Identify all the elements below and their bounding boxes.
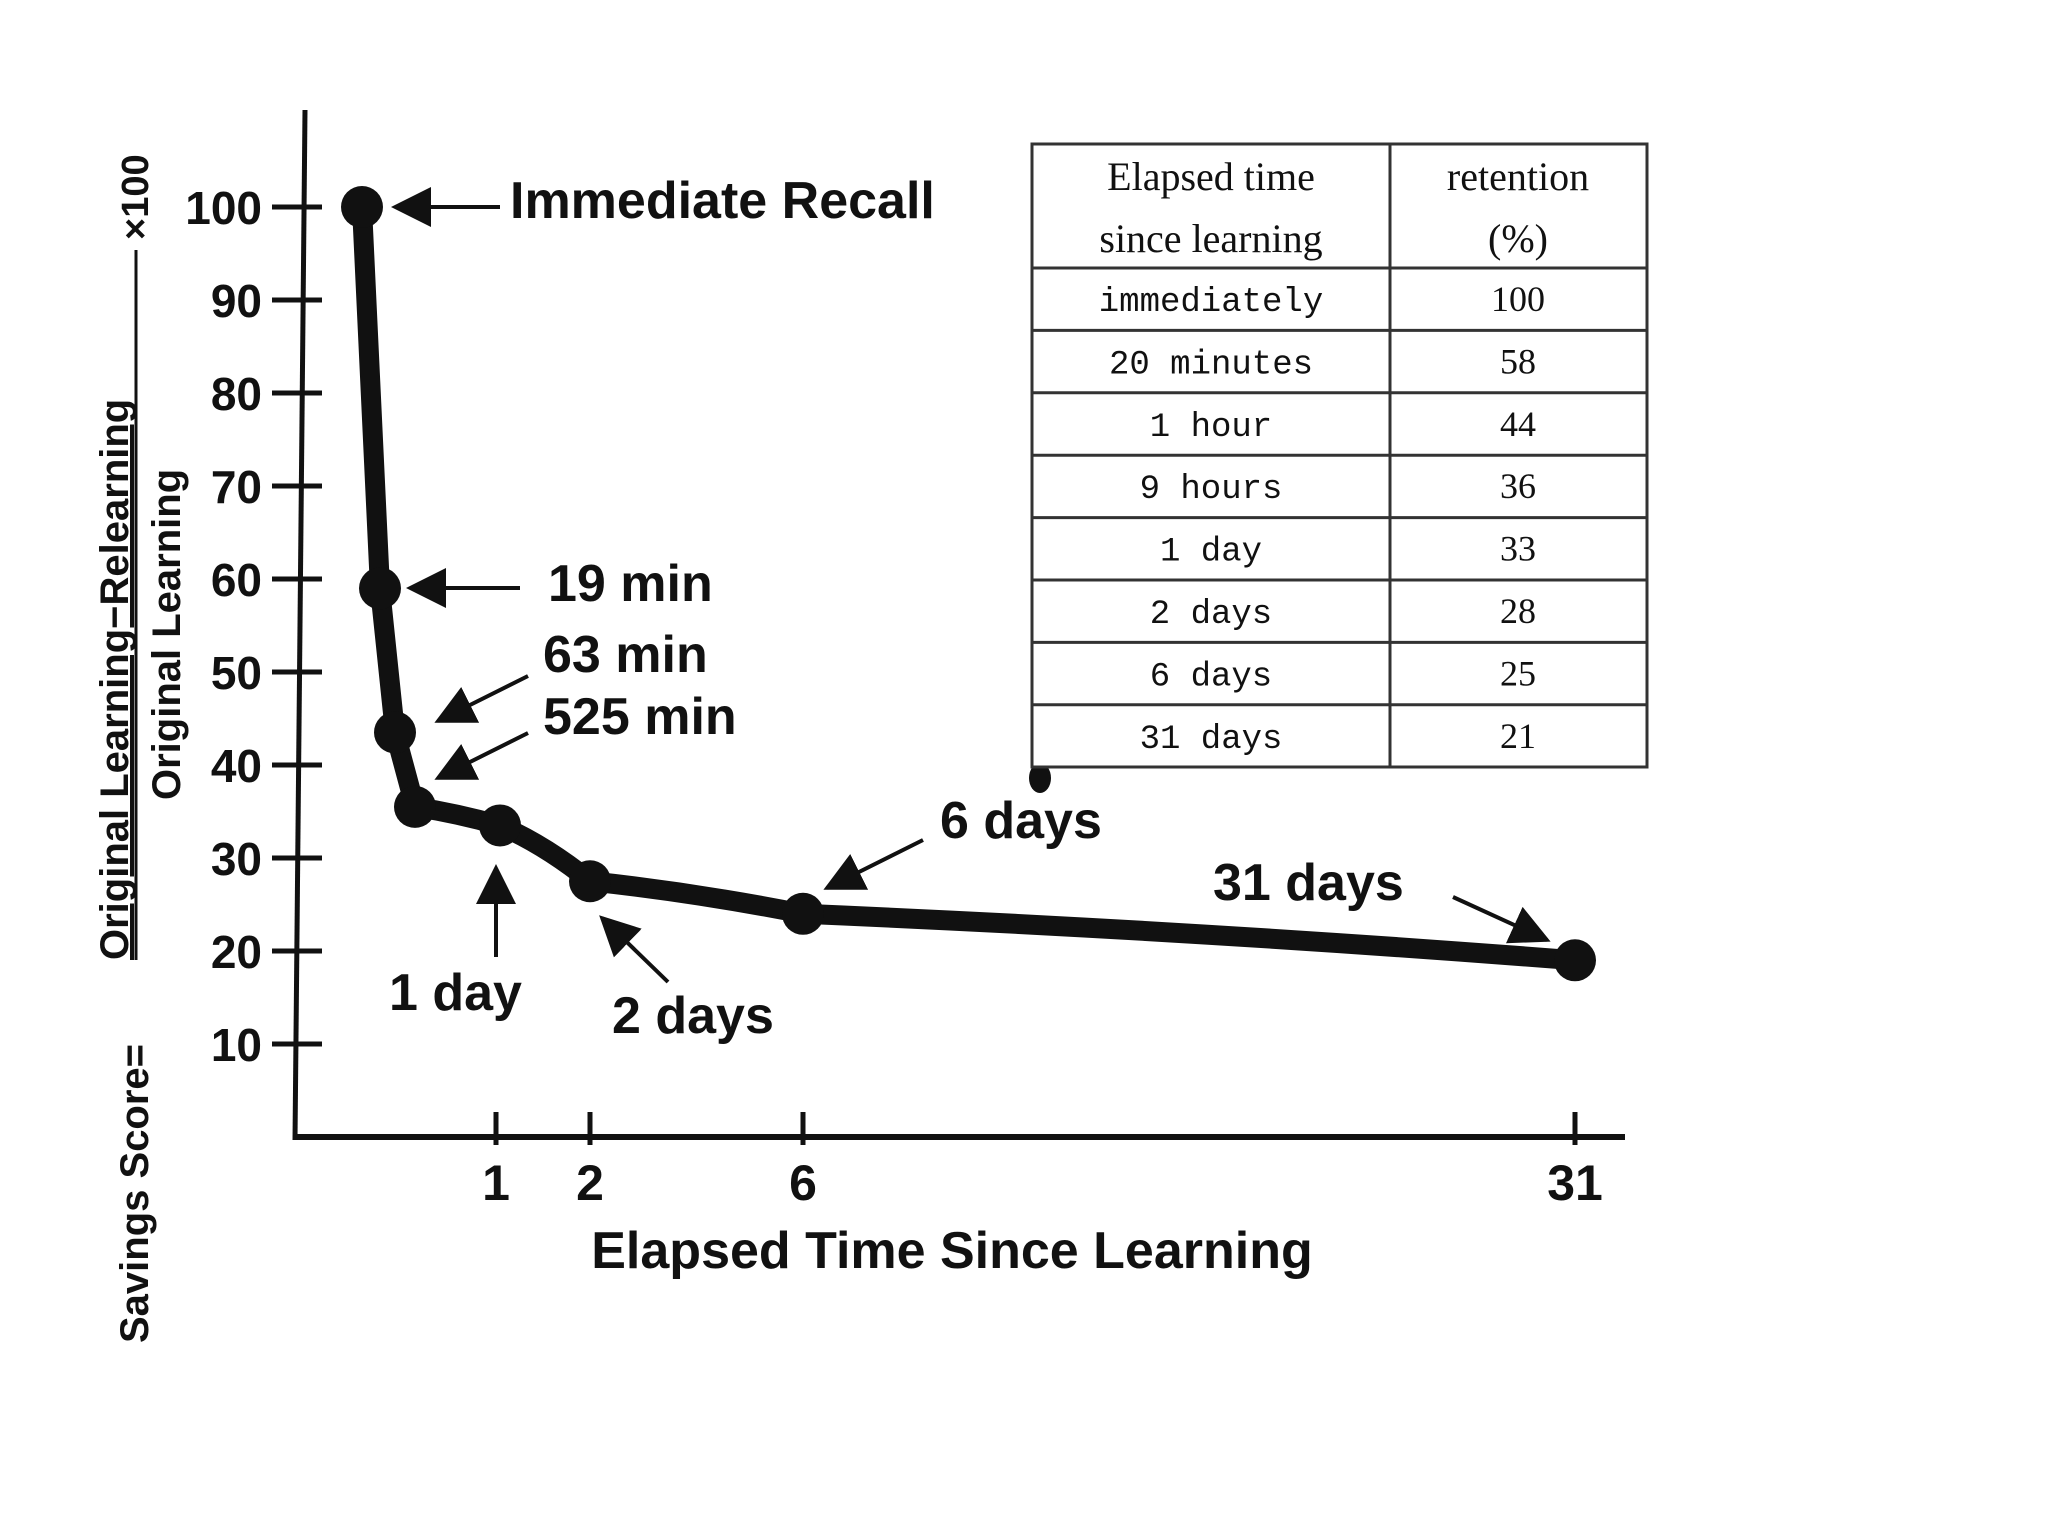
table-header-time-line1: Elapsed time	[1107, 154, 1315, 199]
annotation-arrow-6days	[823, 838, 924, 890]
y-tick-label: 80	[211, 368, 262, 420]
annotation-2-days: 2 days	[612, 987, 774, 1045]
table-cell-time: 31 days	[1140, 721, 1283, 759]
table-cell-time: 9 hours	[1140, 471, 1283, 509]
table-cell-retention: 58	[1500, 341, 1536, 381]
table-cell-time: 1 day	[1160, 534, 1262, 572]
data-point	[782, 892, 824, 935]
x-axis-ticks: 1 2 6 31	[482, 1112, 1603, 1211]
y-axis-label-prefix: Savings Score=	[113, 1044, 157, 1343]
annotation-6-days: 6 days	[940, 792, 1102, 850]
y-tick-label: 50	[211, 647, 262, 699]
retention-table: Elapsed time since learning retention (%…	[1030, 142, 1649, 769]
table-rows: immediately 100 20 minutes 58 1 hour 44 9 hour…	[1032, 279, 1647, 759]
annotation-arrow-63min	[434, 674, 529, 723]
y-axis-ticks: 10 20 30 40 50 60 70 80 90 100	[185, 182, 322, 1071]
table-cell-time: 6 days	[1150, 658, 1272, 696]
x-tick-label: 6	[789, 1155, 817, 1211]
series-points	[341, 186, 1596, 982]
x-axis-label: Elapsed Time Since Learning	[591, 1222, 1313, 1280]
table-cell-retention: 100	[1491, 279, 1545, 319]
table-header-retention-line1: retention	[1447, 154, 1589, 199]
annotation-31-days: 31 days	[1213, 854, 1404, 912]
data-point	[359, 567, 401, 610]
y-axis-label: Savings Score= Original Learning−Relearn…	[93, 154, 189, 1343]
table-cell-time: 1 hour	[1150, 409, 1272, 447]
stray-ink-dot	[1029, 763, 1051, 793]
x-tick-label: 31	[1547, 1155, 1603, 1211]
annotations: Immediate Recall 19 min 63 min 525 min 1…	[389, 172, 1551, 1045]
data-point	[479, 804, 521, 847]
data-point	[1554, 939, 1596, 982]
data-point	[394, 785, 436, 828]
annotation-arrow-525min	[434, 731, 529, 780]
y-tick-label: 30	[211, 833, 262, 885]
table-cell-time: 20 minutes	[1109, 346, 1313, 384]
y-axis-label-denominator: Original Learning	[145, 469, 189, 800]
table-cell-retention: 28	[1500, 591, 1536, 631]
y-tick-label: 10	[211, 1019, 262, 1071]
x-tick-label: 1	[482, 1155, 510, 1211]
x-tick-label: 2	[576, 1155, 604, 1211]
data-point	[341, 186, 383, 228]
y-axis-line	[292, 109, 308, 1141]
data-point	[374, 711, 416, 754]
table-cell-retention: 36	[1500, 466, 1536, 506]
table-cell-retention: 21	[1500, 716, 1536, 756]
table-cell-time: 2 days	[1150, 596, 1272, 634]
y-tick-label: 40	[211, 740, 262, 792]
table-cell-retention: 33	[1500, 529, 1536, 569]
annotation-arrow-2days	[599, 915, 670, 984]
y-tick-label: 100	[185, 182, 262, 234]
annotation-immediate-recall: Immediate Recall	[510, 172, 935, 230]
table-header-retention-line2: (%)	[1488, 216, 1548, 261]
data-point	[569, 860, 611, 903]
table-cell-time: immediately	[1099, 284, 1323, 322]
y-tick-label: 70	[211, 461, 262, 513]
annotation-1-day: 1 day	[389, 964, 522, 1022]
annotation-63-min: 63 min	[543, 626, 708, 684]
annotation-arrow-31days	[1452, 895, 1551, 944]
table-header-time-line2: since learning	[1099, 216, 1322, 261]
table-cell-retention: 25	[1500, 653, 1536, 693]
y-axis-label-numerator: Original Learning−Relearning	[93, 399, 137, 960]
y-tick-label: 20	[211, 926, 262, 978]
y-tick-label: 90	[211, 275, 262, 327]
y-tick-label: 60	[211, 554, 262, 606]
table-cell-retention: 44	[1500, 404, 1536, 444]
annotation-19-min: 19 min	[548, 555, 713, 613]
y-axis-label-suffix: ×100	[115, 154, 157, 240]
annotation-525-min: 525 min	[543, 688, 737, 746]
